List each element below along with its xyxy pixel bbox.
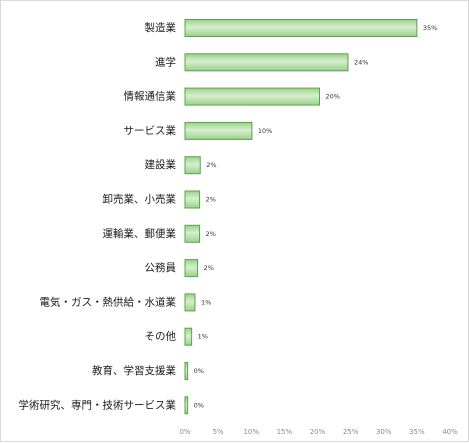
- x-tick-label: 35%: [409, 428, 425, 436]
- bar: [184, 259, 199, 278]
- category-label: 教育、学習支援業: [92, 364, 176, 377]
- bar: [184, 121, 253, 140]
- value-label: 2%: [206, 196, 216, 204]
- value-label: 35%: [423, 24, 437, 32]
- category-label: 建設業: [145, 158, 177, 171]
- value-label: 0%: [194, 401, 204, 409]
- x-tick-label: 40%: [442, 428, 458, 436]
- value-label: 10%: [258, 127, 272, 135]
- x-tick-label: 15%: [277, 428, 293, 436]
- value-label: 1%: [201, 298, 211, 306]
- x-tick-label: 20%: [310, 428, 326, 436]
- bar: [184, 156, 201, 175]
- value-label: 2%: [206, 230, 216, 238]
- value-label: 1%: [198, 333, 208, 341]
- category-label: 公務員: [145, 261, 177, 274]
- bar: [184, 53, 349, 72]
- value-labels: 35% 24% 20% 10% 2% 2% 2% 2% 1% 1% 0% 0%: [194, 24, 438, 409]
- x-axis-ticks: 0% 5% 10% 15% 20% 25% 30% 35% 40%: [179, 428, 458, 436]
- bar: [184, 293, 196, 312]
- x-tick-label: 0%: [179, 428, 190, 436]
- category-label: 卸売業、小売業: [103, 193, 177, 206]
- category-label: 製造業: [145, 21, 177, 34]
- bars: [184, 19, 418, 415]
- category-label: 進学: [155, 55, 176, 68]
- bar: [184, 19, 418, 37]
- category-label: サービス業: [124, 124, 177, 137]
- category-label: 情報通信業: [124, 90, 177, 103]
- value-label: 24%: [354, 58, 368, 66]
- value-label: 0%: [194, 367, 204, 375]
- x-tick-label: 25%: [343, 428, 359, 436]
- value-label: 2%: [204, 264, 214, 272]
- bar: [184, 190, 201, 209]
- bar: [184, 327, 193, 346]
- category-label: 運輸業、郵便業: [103, 227, 177, 240]
- category-label: その他: [145, 330, 177, 343]
- x-tick-label: 10%: [243, 428, 259, 436]
- bar: [184, 224, 201, 243]
- bar: [184, 87, 320, 106]
- bar: [184, 362, 189, 380]
- value-label: 2%: [206, 161, 216, 169]
- category-label: 電気・ガス・熱供給・水道業: [40, 295, 177, 308]
- category-label: 学術研究、専門・技術サービス業: [19, 398, 177, 411]
- category-labels: 製造業進学情報通信業サービス業建設業卸売業、小売業運輸業、郵便業公務員電気・ガス…: [19, 21, 177, 411]
- x-tick-label: 5%: [213, 428, 224, 436]
- value-label: 20%: [325, 93, 339, 101]
- bar: [184, 396, 189, 415]
- x-tick-label: 30%: [376, 428, 392, 436]
